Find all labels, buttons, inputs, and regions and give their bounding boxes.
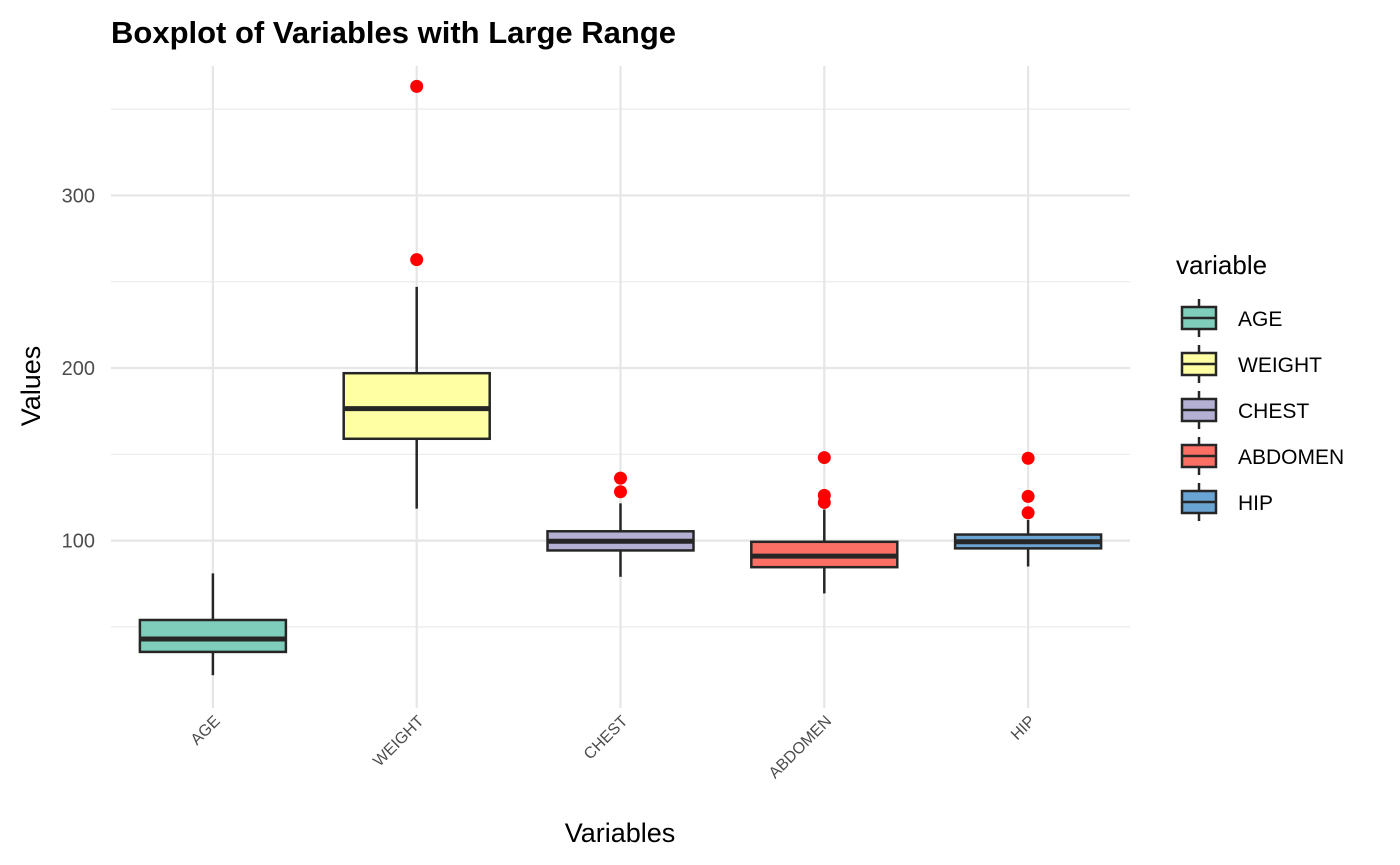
legend: variable AGE WEIGHT CHEST ABDOMEN HIP [1176,250,1344,521]
y-tick-label: 200 [62,358,95,380]
outlier-point [1021,451,1035,465]
y-tick-label: 300 [62,185,95,207]
legend-label: WEIGHT [1238,354,1322,377]
grid-lines [111,66,1130,708]
legend-label: CHEST [1238,400,1309,423]
x-axis-title: Variables [565,818,676,848]
legend-item-weight: WEIGHT [1180,345,1322,383]
x-axis-ticks: AGE WEIGHT CHEST ABDOMEN HIP [188,713,1039,782]
outlier-point [817,488,831,502]
legend-item-hip: HIP [1180,483,1273,521]
box-body [342,371,491,441]
box-abdomen [750,451,899,594]
outlier-point [1021,506,1035,520]
outlier-point [1021,489,1035,503]
legend-title: variable [1176,250,1267,280]
outlier-point [817,451,831,465]
y-tick-label: 100 [62,531,95,553]
legend-label: AGE [1238,308,1282,331]
x-tick-label: AGE [188,713,224,749]
legend-item-abdomen: ABDOMEN [1180,437,1344,475]
outlier-point [614,471,627,485]
chart-title: Boxplot of Variables with Large Range [111,15,676,50]
x-tick-label: ABDOMEN [766,713,835,782]
x-tick-label: HIP [1008,713,1039,744]
y-axis-ticks: 100 200 300 [62,185,95,552]
box-hip [953,451,1103,567]
outlier-point [410,79,424,93]
legend-label: ABDOMEN [1238,446,1344,469]
outlier-point [410,253,424,267]
x-tick-label: CHEST [581,713,632,764]
legend-item-chest: CHEST [1180,391,1309,429]
box-group [138,79,1103,676]
box-age [138,573,288,676]
legend-label: HIP [1238,492,1273,515]
x-tick-label: WEIGHT [370,713,427,770]
box-body [138,618,288,654]
box-chest [546,471,695,577]
y-axis-title: Values [16,346,46,427]
outlier-point [614,485,627,499]
box-weight [342,79,491,509]
legend-item-age: AGE [1180,299,1282,337]
